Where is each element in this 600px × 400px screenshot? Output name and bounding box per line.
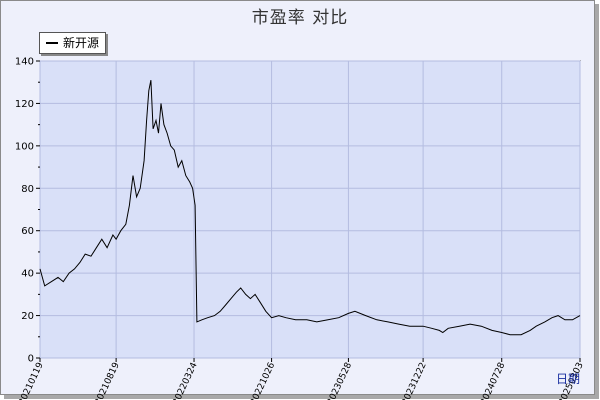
x-tick-label: 20231222 xyxy=(400,361,428,400)
y-axis: 0 20 40 60 80 100 120 140 xyxy=(15,57,40,365)
y-tick-label: 120 xyxy=(15,99,34,110)
y-tick-label: 60 xyxy=(21,226,34,237)
x-tick-label: 20221026 xyxy=(249,361,278,400)
x-tick-label: 20210819 xyxy=(93,361,122,400)
series-line-xinkaiyuan xyxy=(39,80,581,336)
x-tick-label: 20240728 xyxy=(479,361,508,400)
y-tick-label: 40 xyxy=(21,269,34,280)
y-tick-label: 80 xyxy=(21,184,34,195)
x-tick-label: 20220324 xyxy=(171,361,200,400)
legend-label: 新开源 xyxy=(63,36,100,50)
chart-title: 市盈率 对比 xyxy=(251,8,349,28)
legend: 新开源 xyxy=(39,32,107,54)
y-tick-label: 0 xyxy=(28,354,34,365)
grid-lines xyxy=(39,60,581,359)
x-axis: 20210119 20210819 20220324 20221026 20230528… xyxy=(17,358,586,400)
legend-swatch xyxy=(46,42,58,44)
y-tick-label: 20 xyxy=(21,311,34,322)
x-axis-label: 日期 xyxy=(556,372,581,386)
y-tick-label: 100 xyxy=(15,141,34,152)
y-tick-label: 140 xyxy=(15,57,34,68)
x-tick-label: 20210119 xyxy=(17,361,46,400)
plot-area xyxy=(39,60,581,359)
x-tick-label: 20230528 xyxy=(326,361,355,400)
